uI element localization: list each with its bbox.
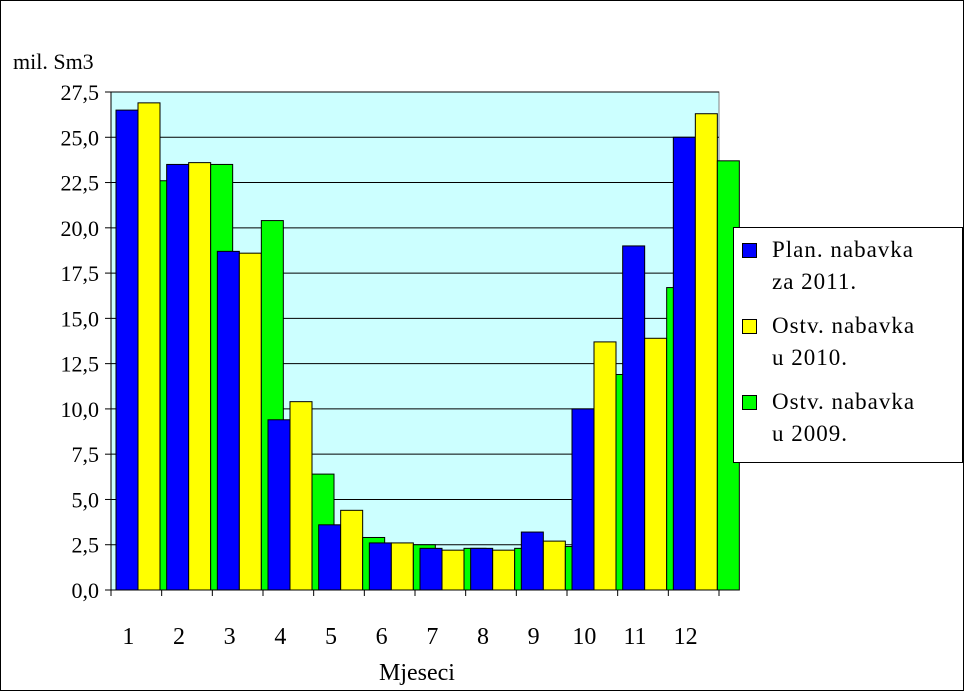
legend-swatch-green	[742, 395, 757, 410]
y-tick-label: 5,0	[72, 487, 100, 512]
x-tick-label: 4	[274, 624, 286, 650]
bar	[571, 408, 595, 591]
y-axis-label: mil. Sm3	[13, 49, 94, 74]
bar	[390, 542, 414, 591]
bar	[520, 531, 544, 591]
x-tick-label: 9	[528, 624, 540, 650]
y-tick-label: 25,0	[61, 125, 100, 150]
y-tick-label: 15,0	[61, 306, 100, 331]
bar	[672, 136, 696, 591]
y-tick-label: 2,5	[72, 533, 100, 558]
bar	[441, 549, 465, 591]
bar	[694, 113, 718, 591]
bar	[188, 162, 212, 591]
y-tick-label: 0,0	[72, 578, 100, 603]
x-tick-label: 11	[623, 624, 646, 650]
y-tick-label: 20,0	[61, 216, 100, 241]
bar	[492, 549, 516, 591]
legend-label: Ostv. nabavka u 2009.	[772, 389, 916, 446]
x-tick-label: 2	[173, 624, 185, 650]
bar	[368, 542, 392, 591]
legend-swatch-blue	[742, 243, 757, 258]
y-tick-label: 12,5	[61, 352, 100, 377]
bar	[267, 419, 291, 591]
x-tick-label: 3	[224, 624, 236, 650]
bar	[470, 547, 494, 591]
legend-label: Plan. nabavka za 2011.	[772, 237, 915, 294]
bar	[166, 163, 190, 591]
x-tick-label: 1	[122, 624, 134, 650]
bar	[216, 250, 240, 591]
x-tick-label: 5	[325, 624, 337, 650]
x-tick-label: 8	[477, 624, 489, 650]
x-axis-label: Mjeseci	[379, 660, 455, 686]
bar	[289, 401, 313, 591]
bar	[542, 540, 566, 591]
x-tick-label: 7	[426, 624, 438, 650]
y-tick-label: 17,5	[61, 261, 100, 286]
y-tick-label: 27,5	[61, 80, 100, 105]
legend: Plan. nabavka za 2011. Ostv. nabavka u 2…	[733, 227, 963, 463]
bar	[622, 245, 646, 591]
legend-swatch-yellow	[742, 319, 757, 334]
bar	[340, 509, 364, 591]
legend-label: Ostv. nabavka u 2010.	[772, 313, 916, 370]
y-tick-label: 7,5	[72, 442, 100, 467]
bar	[137, 102, 161, 591]
y-tick-label: 22,5	[61, 171, 100, 196]
bar	[593, 341, 617, 591]
bar	[318, 524, 342, 591]
bar	[238, 252, 262, 591]
bar	[419, 547, 443, 591]
y-tick-label: 10,0	[61, 397, 100, 422]
x-tick-label: 12	[674, 624, 698, 650]
plot-area: 0,0 2,5 5,0 7,5 10,0 12,5 15,0 17,5 20,0 22,5 25,0…	[61, 80, 740, 650]
x-tick-label: 6	[376, 624, 388, 650]
bar	[644, 337, 668, 591]
bar	[115, 109, 139, 591]
x-tick-label: 10	[572, 624, 596, 650]
